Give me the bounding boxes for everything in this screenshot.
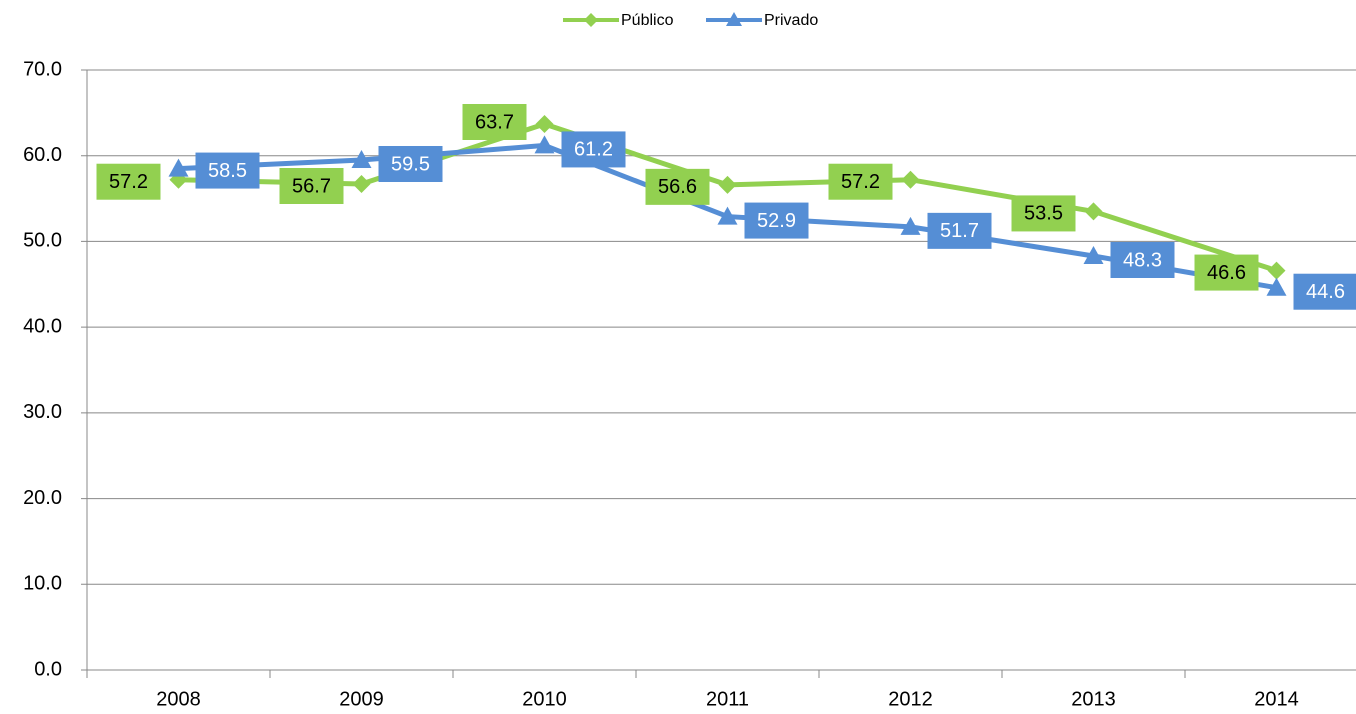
data-label-box: [96, 163, 161, 200]
data-label: 52.9: [757, 210, 796, 232]
data-label: 59.5: [391, 153, 430, 175]
data-label-box: [561, 131, 626, 168]
marker: [352, 175, 371, 193]
data-label: 56.7: [292, 175, 331, 197]
marker: [717, 206, 738, 225]
marker: [351, 150, 372, 168]
data-label-box: [195, 152, 260, 189]
y-tick-label: 0.0: [34, 658, 62, 680]
data-label: 63.7: [475, 111, 514, 133]
y-tick-label: 50.0: [23, 230, 62, 252]
marker: [901, 170, 920, 189]
data-label: 44.6: [1306, 281, 1345, 303]
legend-label: Privado: [764, 12, 818, 29]
marker: [168, 158, 189, 177]
y-tick-label: 10.0: [23, 573, 62, 595]
x-tick-label: 2010: [522, 688, 567, 710]
data-label-box: [645, 168, 710, 205]
marker: [1083, 246, 1104, 264]
marker: [1267, 261, 1286, 280]
x-tick-label: 2011: [706, 688, 749, 710]
data-label: 61.2: [574, 139, 613, 161]
x-tick-label: 2014: [1254, 688, 1299, 710]
legend-label: Público: [621, 12, 674, 29]
data-label-box: [927, 212, 992, 249]
marker: [534, 135, 555, 154]
data-label: 57.2: [109, 171, 148, 193]
marker: [1084, 202, 1103, 221]
x-tick-label: 2013: [1071, 688, 1116, 710]
legend-marker: [584, 13, 598, 27]
y-tick-label: 70.0: [23, 58, 62, 80]
data-label: 48.3: [1123, 249, 1162, 271]
marker: [535, 115, 554, 133]
x-tick-label: 2009: [339, 688, 384, 710]
x-tick-label: 2008: [156, 688, 201, 710]
legend-marker: [726, 12, 742, 26]
y-tick-label: 30.0: [23, 401, 62, 423]
data-label-box: [279, 168, 344, 204]
data-label-box: [378, 146, 443, 182]
y-tick-label: 20.0: [23, 487, 62, 509]
data-label: 46.6: [1207, 262, 1246, 284]
data-label: 51.7: [940, 220, 979, 242]
marker: [900, 216, 921, 235]
x-tick-label: 2012: [888, 688, 933, 710]
data-label-box: [462, 104, 527, 140]
data-label-box: [828, 163, 893, 200]
marker: [1266, 277, 1287, 296]
marker: [718, 175, 737, 194]
data-label-box: [1110, 242, 1175, 278]
data-label: 58.5: [208, 160, 247, 182]
data-label-box: [1011, 195, 1076, 232]
data-label-box: [1293, 273, 1356, 310]
data-label: 56.6: [658, 176, 697, 198]
y-tick-label: 40.0: [23, 315, 62, 337]
data-label-box: [1194, 254, 1259, 291]
data-label: 53.5: [1024, 203, 1063, 225]
data-label: 57.2: [841, 171, 880, 193]
y-tick-label: 60.0: [23, 144, 62, 166]
data-label-box: [744, 202, 809, 239]
